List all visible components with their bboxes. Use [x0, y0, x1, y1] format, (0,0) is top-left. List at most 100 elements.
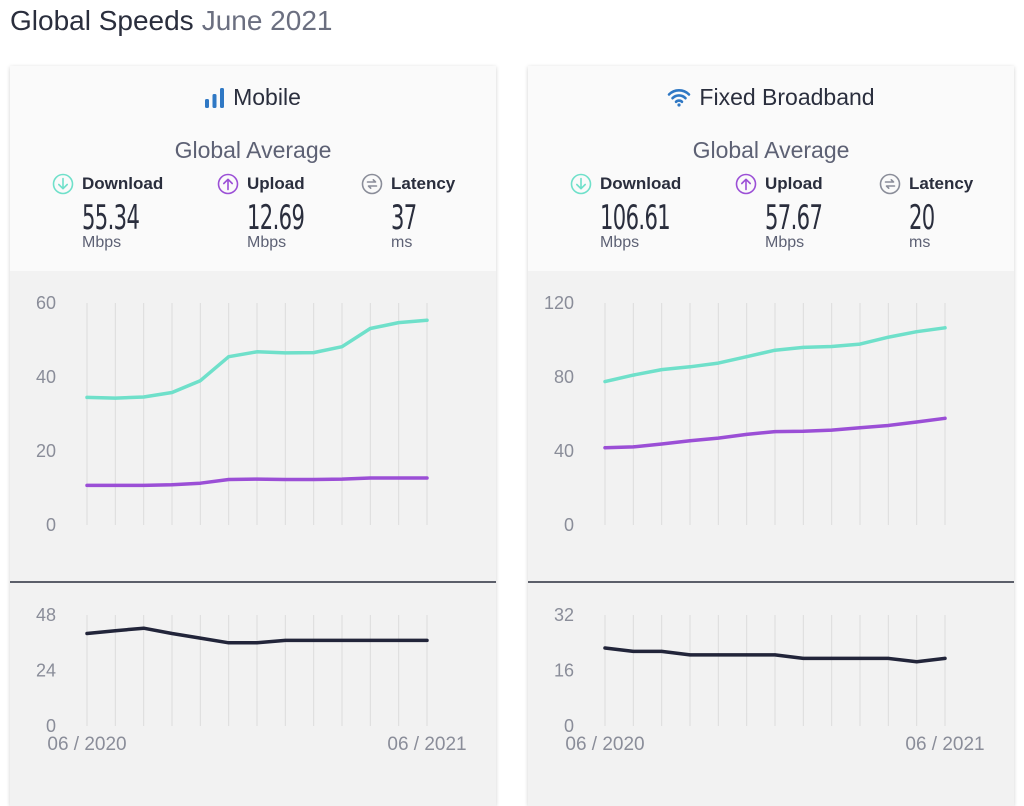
fixed-upload-metric: Upload 57.67 Mbps	[735, 172, 857, 262]
fixed-broadband-chart: 0 40 80 120 0 16 32 06 / 2020 06 / 2021	[528, 293, 1014, 755]
fixed-speed-download-point	[716, 361, 720, 365]
wifi-icon	[667, 87, 691, 107]
download-arrow-icon	[570, 173, 592, 195]
mobile-x-tick-label: 06 / 2020	[47, 734, 126, 755]
fixed-broadband-card: Fixed Broadband Global Average Download …	[528, 66, 1014, 806]
mobile-latency-y-tick-label: 48	[36, 605, 56, 625]
mobile-speed-upload-point	[170, 483, 174, 487]
mobile-speed-y-tick-label: 60	[36, 293, 56, 313]
mobile-upload-unit: Mbps	[247, 234, 287, 251]
mobile-speed-upload-point	[198, 481, 202, 485]
fixed-speed-download-point	[603, 380, 607, 384]
mobile-speed-upload-point	[340, 477, 344, 481]
fixed-latency-y-tick-label: 32	[554, 605, 574, 625]
page-title-period: June 2021	[201, 5, 333, 36]
mobile-chart-area: 0 20 40 60 0 24 48 06 / 2020 06 / 2021	[10, 271, 496, 806]
mobile-download-label: Download	[82, 174, 164, 193]
fixed-speed-upload-point	[631, 445, 635, 449]
fixed-upload-unit: Mbps	[765, 234, 805, 251]
signal-bars-icon	[205, 86, 225, 108]
fixed-latency-y-tick-label: 0	[564, 716, 574, 736]
mobile-speed-y-tick-label: 20	[36, 441, 56, 461]
mobile-card: Mobile Global Average Download 55.34 Mbp…	[10, 66, 496, 806]
mobile-speed-download-point	[340, 345, 344, 349]
fixed-latency-latency-point	[915, 660, 919, 664]
fixed-latency-latency-point	[688, 653, 692, 657]
fixed-speed-upload-point	[660, 442, 664, 446]
mobile-card-header: Mobile Global Average Download 55.34 Mbp…	[10, 66, 496, 271]
fixed-latency-y-tick-label: 16	[554, 661, 574, 681]
mobile-speed-upload-point	[425, 476, 429, 480]
fixed-latency-unit: ms	[909, 234, 931, 251]
fixed-latency-latency-point	[830, 656, 834, 660]
mobile-speed-upload-point	[142, 483, 146, 487]
mobile-speed-download-point	[255, 350, 259, 354]
fixed-speed-download-point	[660, 368, 664, 372]
mobile-latency-latency-point	[170, 632, 174, 635]
mobile-latency-label: Latency	[391, 174, 456, 193]
mobile-speed-download-point	[425, 318, 429, 322]
upload-arrow-icon	[217, 173, 239, 195]
mobile-latency-latency-point	[397, 638, 401, 642]
fixed-latency-latency-point	[603, 646, 607, 650]
fixed-x-tick-label: 06 / 2020	[565, 734, 644, 755]
mobile-speed-upload-point	[255, 477, 259, 481]
mobile-upload-label: Upload	[247, 174, 305, 193]
mobile-latency-latency-point	[312, 638, 316, 642]
fixed-latency-label: Latency	[909, 174, 974, 193]
mobile-latency-latency-point	[340, 638, 344, 642]
mobile-download-value: 55.34	[82, 198, 140, 238]
fixed-speed-upload-point	[830, 428, 834, 432]
fixed-latency-latency-point	[801, 656, 805, 660]
mobile-speed-download-point	[397, 321, 401, 325]
fixed-latency-metric: Latency 20 ms	[879, 172, 973, 262]
mobile-speed-download-point	[312, 351, 316, 355]
mobile-download-unit: Mbps	[82, 234, 122, 251]
fixed-speed-upload-point	[688, 439, 692, 443]
fixed-global-average-label: Global Average	[692, 137, 850, 163]
fixed-speed-download-point	[631, 373, 635, 377]
mobile-x-tick-label: 06 / 2021	[387, 734, 466, 755]
mobile-global-average-label: Global Average	[174, 137, 332, 163]
fixed-speed-y-tick-label: 0	[564, 515, 574, 535]
fixed-speed-download-point	[745, 355, 749, 359]
fixed-speed-upload-point	[943, 416, 947, 420]
fixed-latency-latency-point	[886, 656, 890, 660]
mobile-speed-download-point	[142, 395, 146, 399]
mobile-latency-y-tick-label: 0	[46, 716, 56, 736]
fixed-speed-download-point	[830, 344, 834, 348]
fixed-upload-label: Upload	[765, 174, 823, 193]
fixed-speed-upload-point	[915, 420, 919, 424]
fixed-latency-latency-point	[745, 653, 749, 657]
mobile-speed-y-tick-label: 40	[36, 367, 56, 387]
mobile-latency-metric: Latency 37 ms	[361, 172, 455, 262]
fixed-speed-y-tick-label: 80	[554, 367, 574, 387]
fixed-speed-upload-point	[745, 432, 749, 436]
latency-icon	[879, 173, 901, 195]
fixed-download-unit: Mbps	[600, 234, 640, 251]
fixed-speed-download-point	[801, 345, 805, 349]
mobile-speed-upload-point	[283, 477, 287, 481]
fixed-upload-value: 57.67	[765, 198, 823, 238]
mobile-latency-latency-point	[85, 632, 89, 635]
fixed-speed-download-point	[858, 342, 862, 346]
fixed-card-header: Fixed Broadband Global Average Download …	[528, 66, 1014, 271]
mobile-speed-download-point	[85, 395, 89, 399]
mobile-latency-value: 37	[391, 198, 417, 238]
mobile-download-metric: Download 55.34 Mbps	[52, 172, 174, 262]
mobile-speed-download-point	[113, 396, 117, 400]
mobile-card-title: Mobile	[10, 80, 496, 114]
mobile-upload-metric: Upload 12.69 Mbps	[217, 172, 339, 262]
mobile-latency-latency-point	[198, 636, 202, 640]
fixed-speed-download-point	[886, 335, 890, 339]
latency-icon	[361, 173, 383, 195]
fixed-speed-upload-point	[716, 436, 720, 440]
fixed-latency-value: 20	[909, 198, 935, 238]
mobile-speed-upload-point	[368, 476, 372, 480]
mobile-latency-y-tick-label: 24	[36, 661, 56, 681]
download-arrow-icon	[52, 173, 74, 195]
fixed-download-metric: Download 106.61 Mbps	[570, 172, 713, 262]
fixed-x-tick-label: 06 / 2021	[905, 734, 984, 755]
mobile-speed-upload-point	[227, 477, 231, 481]
fixed-speed-download-point	[773, 348, 777, 352]
